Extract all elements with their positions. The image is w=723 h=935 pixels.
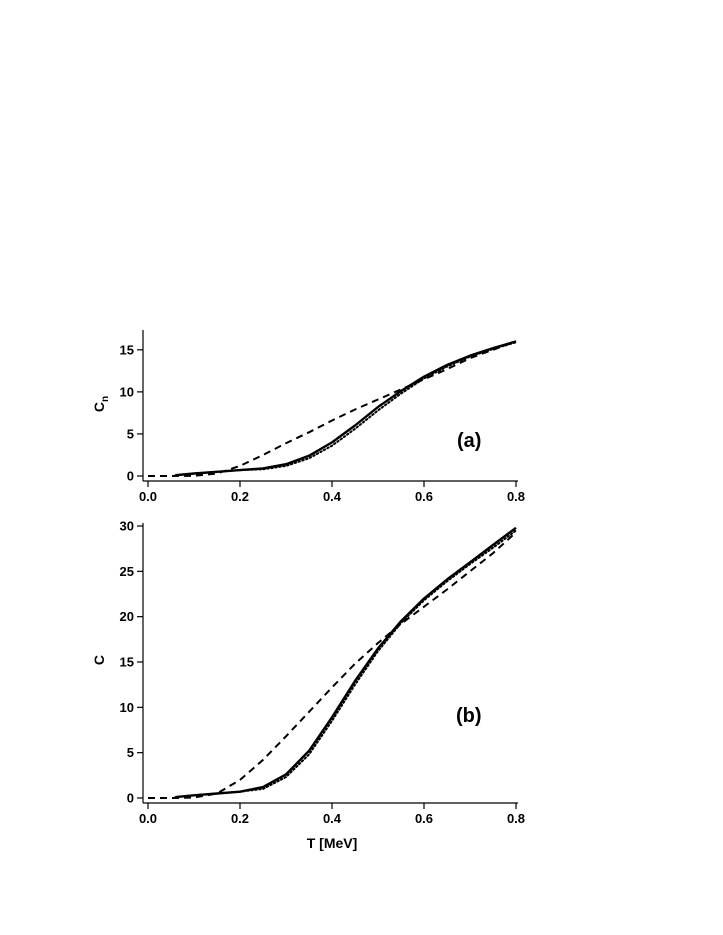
series-line-solid	[176, 528, 516, 797]
x-tick-label: 0.2	[231, 811, 249, 826]
y-tick-label: 30	[120, 519, 134, 534]
y-axis-label: Cn	[91, 396, 111, 412]
y-tick-label: 0	[127, 791, 134, 806]
y-axis-label-subscript: n	[100, 396, 111, 402]
x-tick-label: 0.4	[323, 489, 342, 504]
x-tick-label: 0.4	[323, 811, 342, 826]
y-tick-label: 5	[127, 745, 134, 760]
panel-a-chart: 0 5 10 15 0.0 0.2 0.4 0.6 0.8 Cn (a)	[91, 330, 525, 504]
x-axis-label: T [MeV]	[307, 835, 358, 851]
panel-label: (b)	[456, 705, 482, 727]
y-tick-label: 5	[127, 426, 134, 441]
x-tick-label: 0.0	[139, 811, 157, 826]
y-tick-label: 25	[120, 564, 134, 579]
x-tick-label: 0.6	[415, 489, 433, 504]
y-tick-label: 10	[120, 700, 134, 715]
y-tick-label: 10	[120, 384, 134, 399]
y-tick-label: 20	[120, 609, 134, 624]
x-tick-label: 0.8	[507, 811, 525, 826]
series-line-dotted	[176, 342, 516, 475]
x-tick-label: 0.0	[139, 489, 157, 504]
y-axis-label: C	[91, 655, 107, 665]
x-tick-label: 0.8	[507, 489, 525, 504]
y-tick-label: 15	[120, 655, 134, 670]
panel-label: (a)	[457, 430, 481, 452]
series-line-dotted	[176, 531, 516, 798]
x-tick-label: 0.2	[231, 489, 249, 504]
y-tick-label: 0	[127, 469, 134, 484]
y-tick-label: 15	[120, 342, 134, 357]
x-tick-label: 0.6	[415, 811, 433, 826]
panel-b-chart: 0 5 10 15 20 25 30 0.0 0.2 0.4 0.6 0.8 C T [MeV] (b)	[91, 519, 525, 852]
